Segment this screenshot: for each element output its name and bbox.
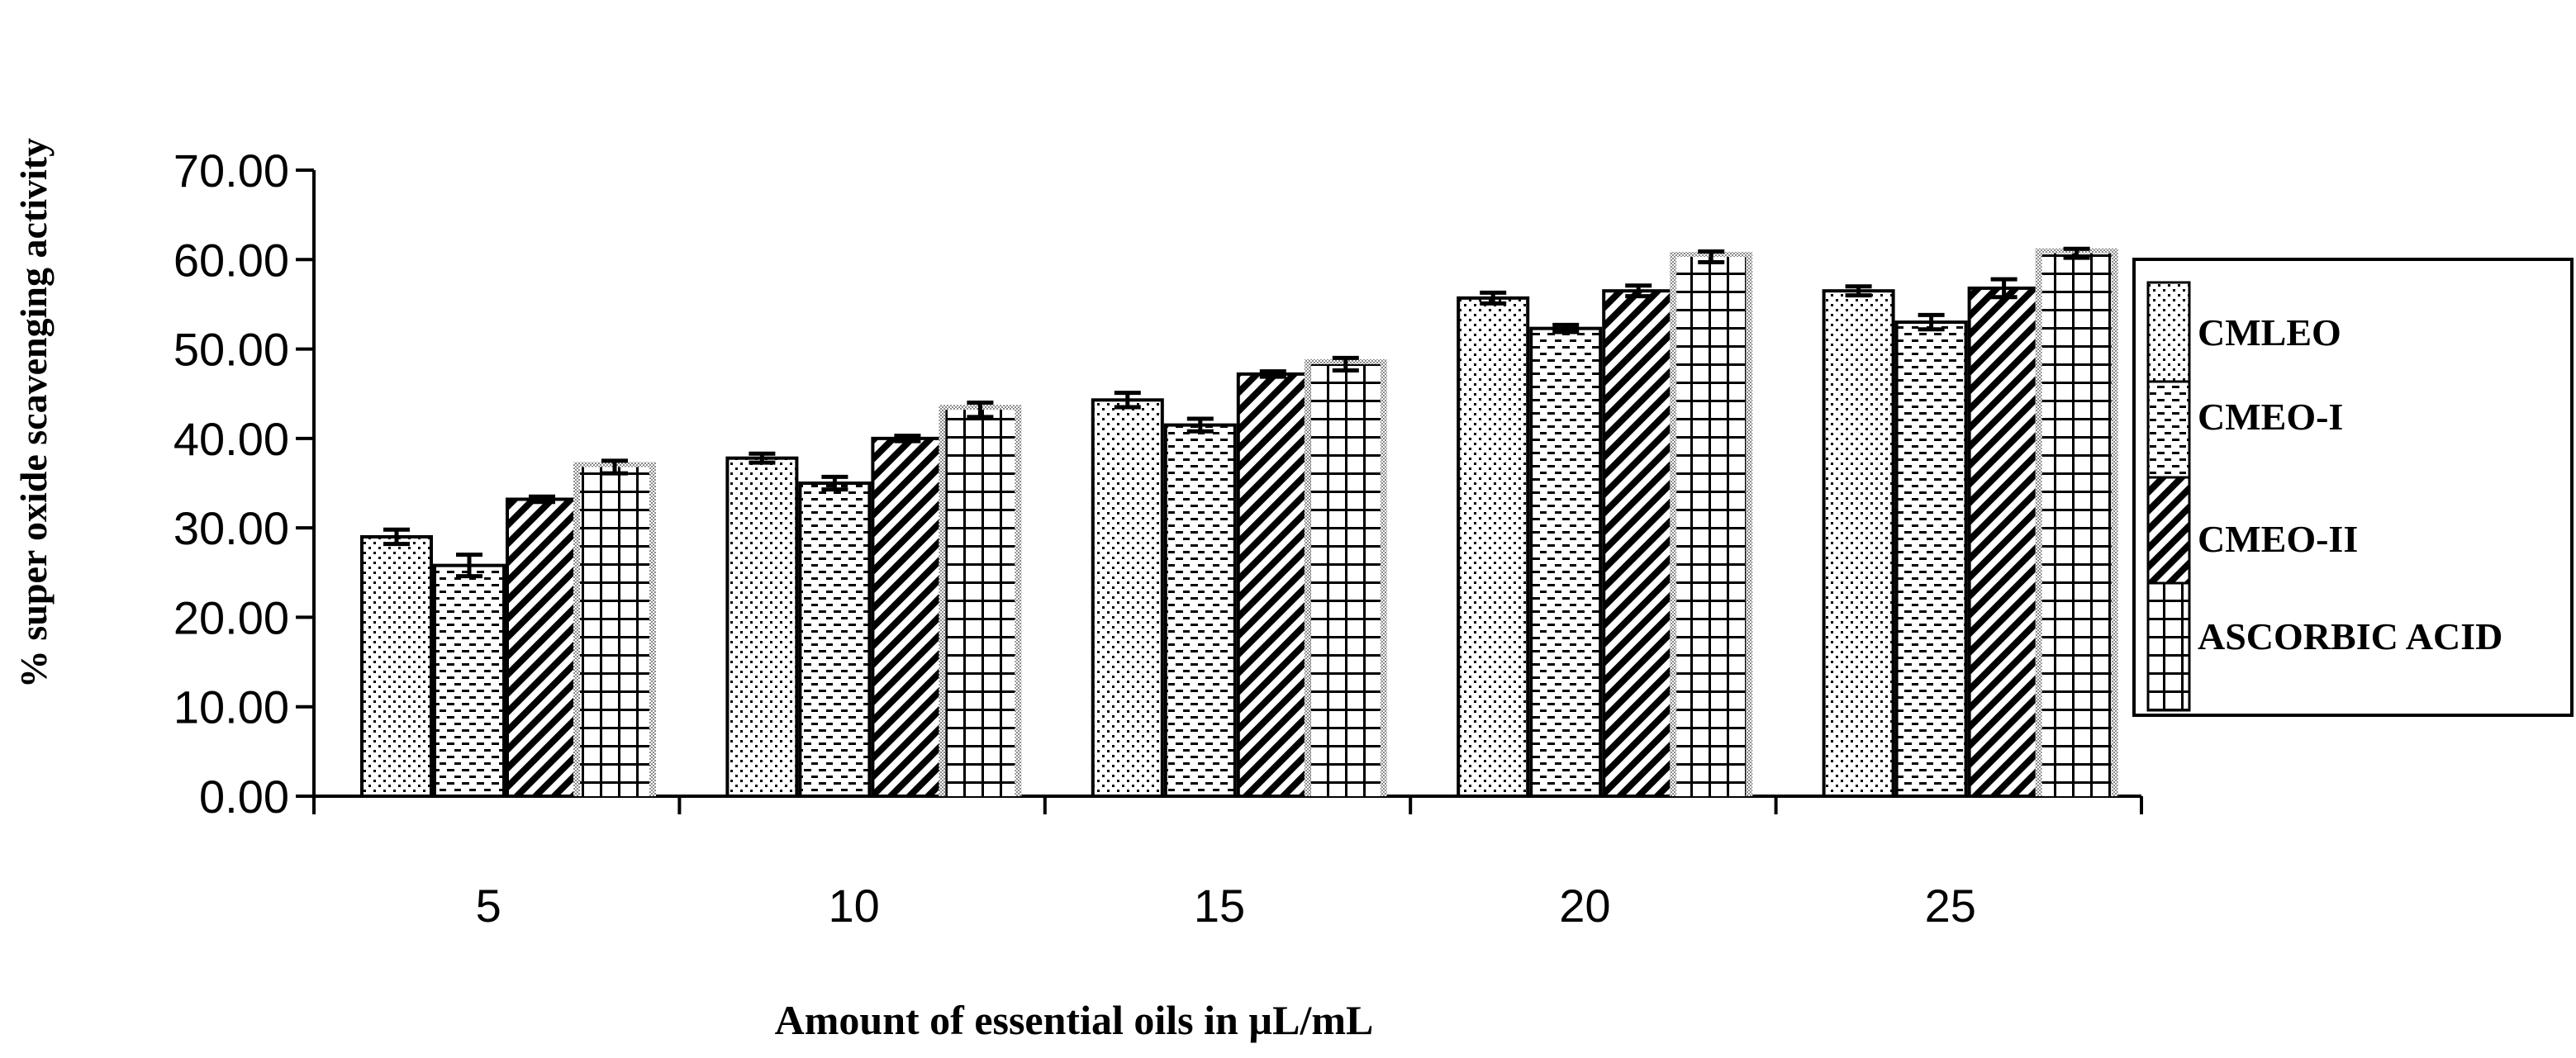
y-tick-label: 40.00 xyxy=(173,413,289,465)
bar xyxy=(798,482,872,798)
y-tick-label: 70.00 xyxy=(173,145,289,197)
legend-swatch xyxy=(2146,281,2191,383)
bar xyxy=(506,497,578,799)
bar xyxy=(725,456,799,798)
y-axis-title: % super oxide scavenging activity xyxy=(12,138,55,688)
x-axis-title: Amount of essential oils in µL/mL xyxy=(775,997,1374,1043)
x-tick-label: 15 xyxy=(1194,880,1245,932)
x-tick-label: 20 xyxy=(1559,880,1610,932)
bar xyxy=(580,467,649,796)
legend-swatch xyxy=(2146,476,2191,585)
x-tick-label: 25 xyxy=(1925,880,1976,932)
x-tick-label: 5 xyxy=(476,880,501,932)
bar xyxy=(1822,289,1895,798)
bar xyxy=(1529,326,1603,798)
bar xyxy=(1676,257,1747,797)
bar xyxy=(433,563,506,798)
legend-swatch xyxy=(2146,581,2191,712)
legend-label: CMEO-I xyxy=(2198,396,2343,438)
y-tick-label: 20.00 xyxy=(173,591,289,643)
bar xyxy=(1236,372,1309,798)
bar xyxy=(1091,398,1164,798)
y-tick-label: 30.00 xyxy=(173,502,289,554)
bar xyxy=(1967,286,2041,798)
y-axis: 0.00 10.00 20.00 30.00 40.00 50.00 60.00 70.00 xyxy=(173,145,316,823)
legend: CMLEO CMEO-I CMEO-II ASCORBIC ACID xyxy=(2132,258,2574,717)
y-tick-label: 10.00 xyxy=(173,681,289,733)
bar xyxy=(1602,289,1675,798)
bar xyxy=(360,534,433,798)
bar xyxy=(1163,423,1237,798)
bar xyxy=(871,436,944,798)
bar xyxy=(2041,253,2112,797)
bar xyxy=(1310,363,1381,797)
x-axis: 5 10 15 20 25 xyxy=(312,795,2143,932)
y-tick-label: 50.00 xyxy=(173,324,289,376)
bar xyxy=(1894,320,1968,799)
y-tick-label: 0.00 xyxy=(199,771,289,823)
legend-label: CMLEO xyxy=(2198,311,2341,353)
legend-label: ASCORBIC ACID xyxy=(2198,615,2502,657)
y-tick-label: 60.00 xyxy=(173,234,289,286)
bar xyxy=(1457,296,1530,798)
bar xyxy=(945,410,1015,796)
legend-box xyxy=(2132,258,2574,717)
legend-swatch xyxy=(2146,380,2191,479)
x-tick-label: 10 xyxy=(828,880,879,932)
bars xyxy=(360,246,2118,799)
legend-label: CMEO-II xyxy=(2198,518,2358,560)
